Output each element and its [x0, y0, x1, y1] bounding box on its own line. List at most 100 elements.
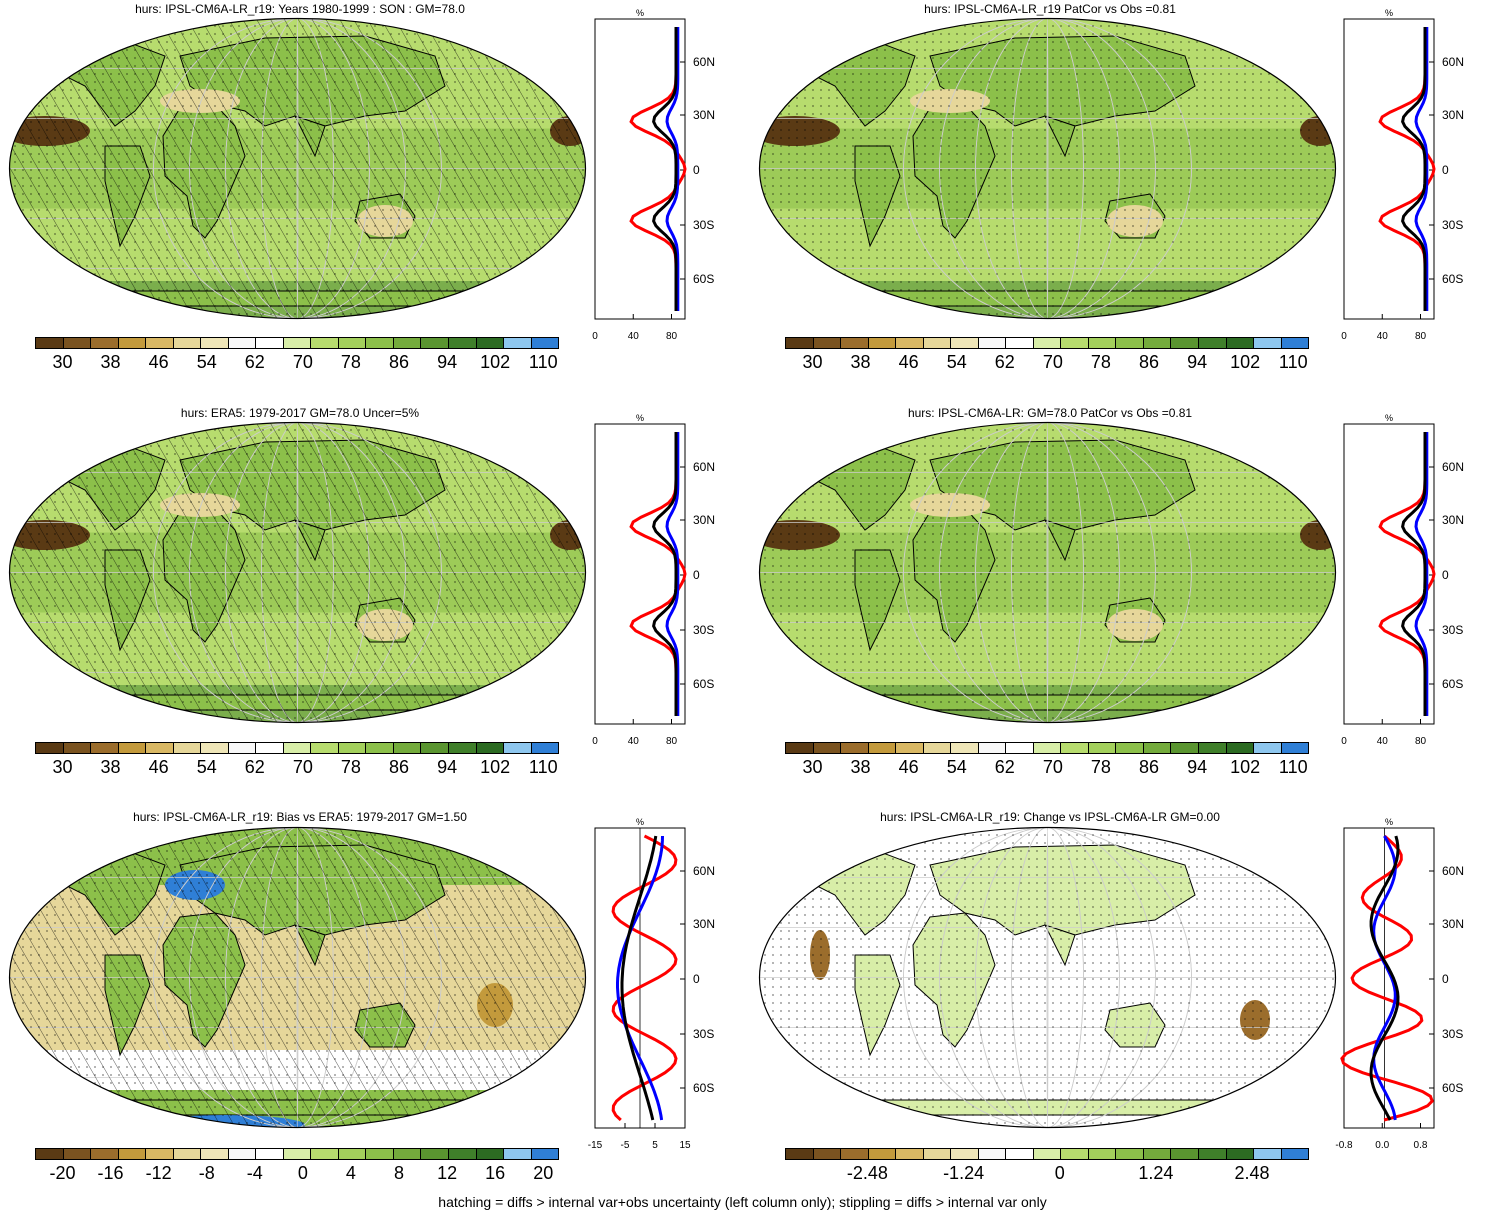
- lat-label: 0: [1442, 972, 1449, 986]
- profile-frame: [1343, 423, 1435, 725]
- world-map: [8, 421, 587, 724]
- colorbar-swatch: [228, 1149, 257, 1159]
- colorbar-swatch: [504, 1149, 532, 1159]
- lat-label: 0: [1442, 163, 1449, 177]
- map-title: hurs: IPSL-CM6A-LR_r19 PatCor vs Obs =0.…: [924, 2, 1176, 16]
- colorbar-swatch: [1088, 743, 1117, 753]
- colorbar-label: 62: [244, 352, 265, 372]
- profile-x-label: -5: [621, 1140, 630, 1151]
- lat-label: 60S: [1442, 677, 1463, 691]
- colorbar-swatch: [448, 338, 477, 348]
- colorbar-swatch: [1143, 1149, 1172, 1159]
- colorbar-swatch: [1143, 743, 1172, 753]
- colorbar-swatch: [1281, 338, 1309, 348]
- profile-x-label: 0.0: [1375, 1140, 1389, 1151]
- colorbar-swatch: [896, 1149, 924, 1159]
- colorbar-label: 94: [1187, 352, 1208, 372]
- colorbar-label: 54: [196, 352, 217, 372]
- lat-label: 60N: [1442, 864, 1464, 878]
- colorbar-swatch: [868, 743, 897, 753]
- footnote: hatching = diffs > internal var+obs unce…: [438, 1194, 1047, 1210]
- colorbar-swatch: [393, 743, 422, 753]
- profile-frame: [594, 18, 686, 320]
- colorbar-swatch: [1198, 1149, 1227, 1159]
- colorbar-label: 102: [1230, 757, 1261, 777]
- hatching: [9, 18, 586, 319]
- world-map: [758, 421, 1337, 724]
- colorbar: [35, 1148, 559, 1160]
- colorbar-swatch: [91, 743, 119, 753]
- colorbar-swatch: [201, 338, 229, 348]
- colorbar-label: -2.48: [846, 1163, 888, 1183]
- colorbar-swatch: [36, 338, 64, 348]
- colorbar-swatch: [1006, 743, 1034, 753]
- profile-unit-label: %: [1385, 817, 1393, 827]
- lat-label: 30N: [693, 917, 715, 931]
- profile-line-black: [1401, 27, 1427, 311]
- colorbar-label: 110: [1278, 757, 1308, 777]
- profile-x-label: 40: [628, 736, 640, 747]
- lat-label: 60N: [1442, 55, 1464, 69]
- colorbar-label: 102: [1230, 352, 1261, 372]
- lat-label: 60S: [693, 1081, 714, 1095]
- colorbar-label: 46: [148, 352, 169, 372]
- colorbar-swatch: [1033, 1149, 1062, 1159]
- colorbar-swatch: [1033, 338, 1062, 348]
- profile-x-label: 0.8: [1414, 1140, 1428, 1151]
- colorbar-swatch: [978, 743, 1007, 753]
- colorbar-label: -16: [97, 1163, 124, 1183]
- world-map: [758, 17, 1337, 320]
- colorbar-label: 38: [100, 352, 121, 372]
- colorbar-swatch: [421, 1149, 449, 1159]
- colorbar-swatch: [476, 743, 505, 753]
- colorbar-label: 102: [480, 757, 511, 777]
- colorbar-swatch: [1281, 743, 1309, 753]
- profile-x-label: 40: [628, 331, 640, 342]
- colorbar-swatch: [201, 743, 229, 753]
- profile-line-black: [652, 432, 678, 716]
- colorbar-swatch: [118, 1149, 147, 1159]
- colorbar-swatch: [311, 338, 339, 348]
- lat-label: 30S: [693, 623, 714, 637]
- colorbar-swatch: [504, 743, 532, 753]
- colorbar-swatch: [256, 743, 284, 753]
- colorbar-label: 54: [946, 352, 967, 372]
- colorbar-swatch: [1088, 1149, 1117, 1159]
- colorbar-swatch: [146, 338, 174, 348]
- colorbar-swatch: [118, 338, 147, 348]
- colorbar-labels: 30 38 46 54 62 70 78 86 94 102 110: [0, 757, 600, 779]
- colorbar-swatch: [366, 743, 394, 753]
- colorbar-label: 94: [1187, 757, 1208, 777]
- colorbar-label: 86: [1139, 757, 1160, 777]
- zonal-mean-profile: % 60N 30N 0 30S 60S 0 40 80: [1341, 8, 1464, 342]
- colorbar-label: 38: [850, 757, 871, 777]
- colorbar-swatch: [1171, 338, 1199, 348]
- colorbar-swatch: [1198, 338, 1227, 348]
- colorbar-swatch: [923, 338, 952, 348]
- colorbar-label: 110: [1278, 352, 1308, 372]
- lat-label: 60S: [693, 272, 714, 286]
- colorbar-swatch: [1061, 1149, 1089, 1159]
- colorbar-label: 4: [345, 1163, 356, 1183]
- colorbar-swatch: [1198, 743, 1227, 753]
- lat-label: 60S: [1442, 272, 1463, 286]
- hatching: [9, 827, 586, 1128]
- colorbar-swatch: [338, 743, 367, 753]
- colorbar-label: 86: [389, 757, 410, 777]
- colorbar-swatch: [283, 743, 312, 753]
- profile-line-blue: [616, 835, 664, 1121]
- colorbar-swatch: [146, 743, 174, 753]
- colorbar-swatch: [283, 1149, 312, 1159]
- colorbar-swatch: [1254, 743, 1282, 753]
- zonal-mean-profile: % 60N 30N 0 30S 60S 0 40 80: [1341, 413, 1464, 747]
- profile-frame: [1343, 827, 1435, 1129]
- profile-x-label: 40: [1377, 331, 1389, 342]
- colorbar-label: 2.48: [1234, 1163, 1270, 1183]
- zonal-mean-profile: % 60N 30N 0 30S 60S -15 -5 5 15: [588, 817, 715, 1151]
- profile-x-label: 40: [1377, 736, 1389, 747]
- colorbar-label: 102: [480, 352, 511, 372]
- colorbar-label: -1.24: [943, 1163, 985, 1183]
- zonal-mean-profile: % 60N 30N 0 30S 60S -0.8 0.0 0.8: [1335, 817, 1464, 1151]
- profile-x-label: 80: [1415, 331, 1427, 342]
- colorbar-swatch: [393, 1149, 422, 1159]
